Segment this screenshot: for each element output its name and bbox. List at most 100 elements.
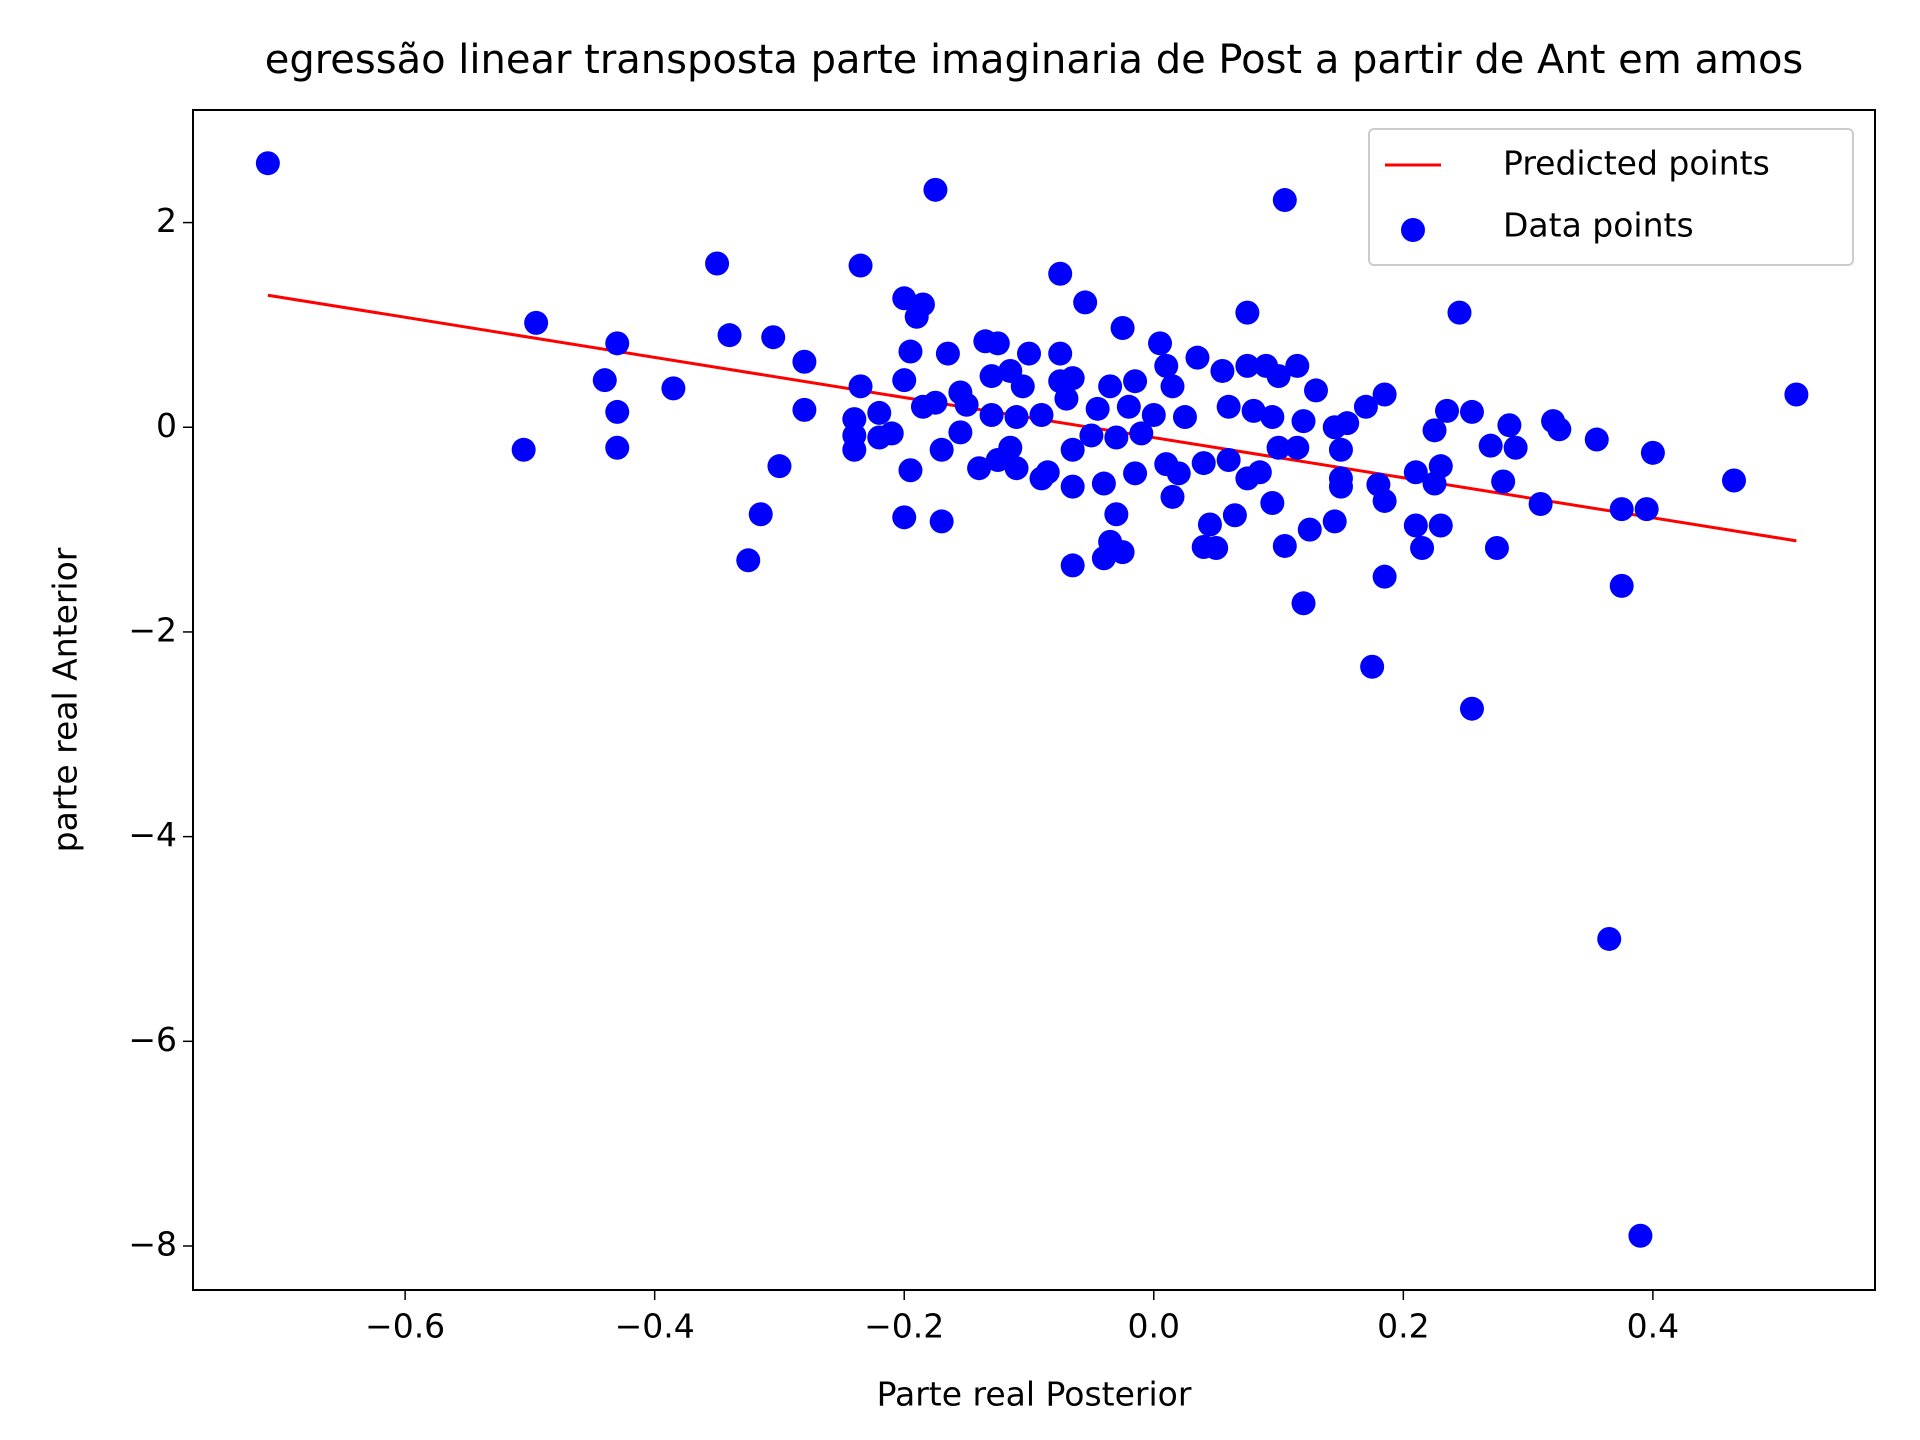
data-point [1272, 188, 1297, 213]
data-point [1060, 553, 1085, 578]
data-point [1160, 484, 1185, 509]
y-tick-label: −8 [128, 1224, 177, 1263]
data-point [1353, 394, 1378, 419]
data-point [1141, 402, 1166, 427]
legend-box [1368, 128, 1854, 266]
data-point [867, 400, 892, 425]
data-point [1372, 382, 1397, 407]
data-point [1073, 290, 1098, 315]
data-point [1054, 386, 1079, 411]
y-tick-label: −2 [128, 610, 177, 649]
data-point [1235, 300, 1260, 325]
x-tick-label: 0.4 [1627, 1307, 1679, 1346]
y-tick-label: 0 [156, 406, 177, 445]
data-point [605, 435, 630, 460]
x-tick-label: −0.2 [864, 1307, 944, 1346]
data-point [998, 435, 1023, 460]
data-point [1266, 364, 1291, 389]
data-point [1260, 490, 1285, 515]
data-point [1403, 513, 1428, 538]
data-point [524, 310, 549, 335]
data-point [1335, 411, 1360, 436]
data-point [1110, 315, 1135, 340]
y-axis-label: parte real Anterior [46, 547, 85, 852]
chart-title: egressão linear transposta parte imagina… [265, 37, 1804, 83]
data-point [1091, 471, 1116, 496]
data-point [1079, 423, 1104, 448]
data-point [792, 397, 817, 422]
data-point [592, 368, 617, 393]
data-point [1360, 654, 1385, 679]
data-point [923, 390, 948, 415]
data-point [954, 392, 979, 417]
data-point [1060, 366, 1085, 391]
data-point [1328, 437, 1353, 462]
data-point [1116, 394, 1141, 419]
data-point [1285, 353, 1310, 378]
data-point [511, 437, 536, 462]
data-point [767, 454, 792, 479]
data-point [255, 151, 280, 176]
data-point [1403, 460, 1428, 485]
data-point [1584, 427, 1609, 452]
data-point [1410, 536, 1435, 561]
data-point [748, 502, 773, 527]
data-point [1491, 469, 1516, 494]
data-point [1597, 926, 1622, 951]
legend-marker [1401, 218, 1425, 242]
data-point [1060, 474, 1085, 499]
data-point [1628, 1223, 1653, 1248]
data-point [898, 458, 923, 483]
data-point [1166, 461, 1191, 486]
data-point [1291, 409, 1316, 434]
data-point [1197, 512, 1222, 537]
data-point [1060, 437, 1085, 462]
data-point [1048, 341, 1073, 366]
data-point [848, 374, 873, 399]
data-point [1216, 448, 1241, 473]
data-point [736, 548, 761, 573]
data-point [1459, 399, 1484, 424]
data-point [929, 509, 954, 534]
data-point [1497, 413, 1522, 438]
data-point [605, 399, 630, 424]
data-point [1241, 398, 1266, 423]
data-point [1266, 435, 1291, 460]
y-tick-label: −4 [128, 815, 177, 854]
x-tick-label: 0.0 [1128, 1307, 1180, 1346]
data-point [1104, 502, 1129, 527]
data-point [1191, 451, 1216, 476]
data-point [923, 177, 948, 202]
data-point [985, 331, 1010, 356]
data-point [1609, 573, 1634, 598]
data-point [1435, 398, 1460, 423]
data-point [1447, 300, 1472, 325]
data-point [661, 376, 686, 401]
x-tick-label: −0.4 [615, 1307, 695, 1346]
data-point [1235, 353, 1260, 378]
data-point [1185, 345, 1210, 370]
data-point [1784, 382, 1809, 407]
data-point [1004, 456, 1029, 481]
data-point [929, 437, 954, 462]
data-point [1640, 440, 1665, 465]
data-point [1260, 405, 1285, 430]
data-point [1478, 433, 1503, 458]
data-point [1129, 421, 1154, 446]
data-point [1459, 696, 1484, 721]
data-point [1222, 503, 1247, 528]
data-point [1297, 517, 1322, 542]
data-point [842, 423, 867, 448]
data-point [1160, 374, 1185, 399]
data-point [1216, 394, 1241, 419]
data-point [1372, 564, 1397, 589]
data-point [1285, 435, 1310, 460]
data-point [1210, 358, 1235, 383]
data-point [761, 325, 786, 350]
data-point [1484, 536, 1509, 561]
data-point [1048, 261, 1073, 286]
data-point [979, 402, 1004, 427]
x-tick-label: 0.2 [1377, 1307, 1429, 1346]
